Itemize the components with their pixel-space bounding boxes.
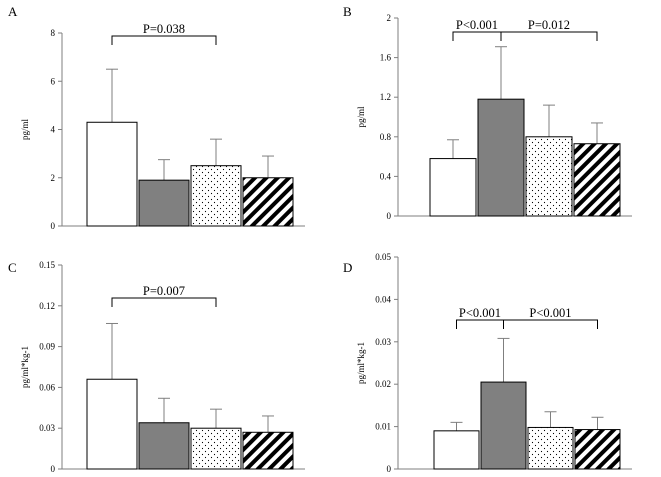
y-tick-label: 6 xyxy=(51,76,56,86)
y-tick-label: 0.05 xyxy=(375,252,391,262)
y-tick-label: 0.03 xyxy=(375,337,391,347)
bar xyxy=(242,431,294,470)
panel-letter: D xyxy=(343,260,352,275)
y-tick-label: 0.09 xyxy=(39,342,55,352)
y-axis-label: pg/ml*kg-1 xyxy=(356,342,366,384)
bar xyxy=(86,121,138,227)
y-tick-label: 0.12 xyxy=(39,301,55,311)
bar xyxy=(527,426,574,470)
y-tick-label: 0.04 xyxy=(375,294,391,304)
y-axis-label: pg/ml xyxy=(20,119,30,141)
significance-bracket xyxy=(111,297,217,307)
panel-letter: C xyxy=(8,260,17,275)
p-value-label: P<0.001 xyxy=(456,18,498,32)
y-tick-label: 0.02 xyxy=(375,379,391,389)
p-value-label: P=0.012 xyxy=(528,18,570,32)
bar xyxy=(477,98,525,217)
panel-a: Apg/ml 0 2 4 6 8 P=0.038 xyxy=(8,4,305,231)
y-tick-label: 1.6 xyxy=(380,53,392,63)
panel-b: Bpg/ml 0 0.4 0.8 1.2 1.6 2 P<0.001 P=0.012 xyxy=(343,4,632,221)
bar xyxy=(433,430,480,470)
panel-letter: B xyxy=(343,4,352,19)
y-axis-label: pg/ml*kg-1 xyxy=(20,346,30,388)
bar xyxy=(573,143,621,217)
bar xyxy=(190,165,242,227)
bar xyxy=(138,179,190,227)
p-value-label: P<0.001 xyxy=(529,306,571,320)
y-tick-label: 0.01 xyxy=(375,422,391,432)
bar xyxy=(525,136,573,217)
y-tick-label: 0 xyxy=(51,221,56,231)
y-tick-label: 0.15 xyxy=(39,260,55,270)
significance-bracket xyxy=(503,319,598,329)
y-tick-label: 1.2 xyxy=(380,92,391,102)
p-value-label: P<0.001 xyxy=(459,306,501,320)
p-value-label: P=0.038 xyxy=(143,22,185,36)
significance-bracket xyxy=(456,319,504,329)
y-tick-label: 2 xyxy=(51,173,56,183)
bar xyxy=(480,381,527,470)
y-tick-label: 0.06 xyxy=(39,382,55,392)
y-axis-label: pg/ml xyxy=(356,106,366,128)
panel-d: Dpg/ml*kg-1 0 0.01 0.02 0.03 0.04 0.05 P<0.001 P… xyxy=(343,252,632,474)
y-tick-label: 0 xyxy=(387,211,392,221)
bar xyxy=(429,158,477,217)
panel-c: Cpg/ml*kg-1 0 0.03 0.06 0.09 0.12 0.15 P=0.007 xyxy=(8,260,305,474)
significance-bracket xyxy=(500,31,598,41)
bar xyxy=(190,427,242,470)
bar xyxy=(574,429,621,470)
panel-letter: A xyxy=(8,4,18,19)
y-tick-label: 0.03 xyxy=(39,423,55,433)
y-tick-label: 0.4 xyxy=(380,171,392,181)
significance-bracket xyxy=(452,31,502,41)
y-tick-label: 8 xyxy=(51,28,56,38)
bar xyxy=(86,378,138,470)
bar xyxy=(242,177,294,227)
y-tick-label: 4 xyxy=(51,125,56,135)
bar xyxy=(138,422,190,470)
y-tick-label: 0.8 xyxy=(380,132,392,142)
y-tick-label: 0 xyxy=(51,464,56,474)
y-tick-label: 2 xyxy=(387,13,392,23)
significance-bracket xyxy=(111,35,217,45)
y-tick-label: 0 xyxy=(387,464,392,474)
p-value-label: P=0.007 xyxy=(143,284,185,298)
